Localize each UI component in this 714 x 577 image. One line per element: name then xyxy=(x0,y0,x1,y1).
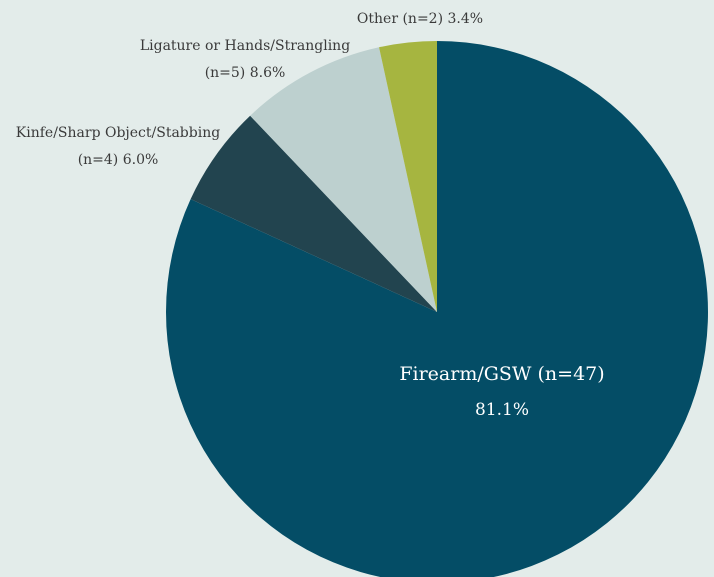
slice-label-ligature-or-hands-strangling-value: (n=5) 8.6% xyxy=(205,65,286,81)
pie-slice-other xyxy=(379,41,437,312)
slice-label-firearm-gsw-name: Firearm/GSW (n=47) xyxy=(399,363,604,385)
pie-labels: Firearm/GSW (n=47) 81.1% Kinfe/Sharp Objec… xyxy=(16,11,605,420)
slice-label-firearm-gsw-percent: 81.1% xyxy=(475,400,529,420)
pie-slice-kinfe-sharp-object-stabbing xyxy=(190,115,437,312)
pie-slices xyxy=(166,41,708,577)
pie-slice-ligature-or-hands-strangling xyxy=(250,47,437,313)
slice-label-other: Other (n=2) 3.4% xyxy=(357,11,483,27)
pie-slice-firearm-gsw xyxy=(166,41,708,577)
slice-label-ligature-or-hands-strangling-name: Ligature or Hands/Strangling xyxy=(140,38,350,54)
slice-label-kinfe-sharp-object-stabbing-value: (n=4) 6.0% xyxy=(78,152,159,168)
slice-label-kinfe-sharp-object-stabbing-name: Kinfe/Sharp Object/Stabbing xyxy=(16,125,220,141)
